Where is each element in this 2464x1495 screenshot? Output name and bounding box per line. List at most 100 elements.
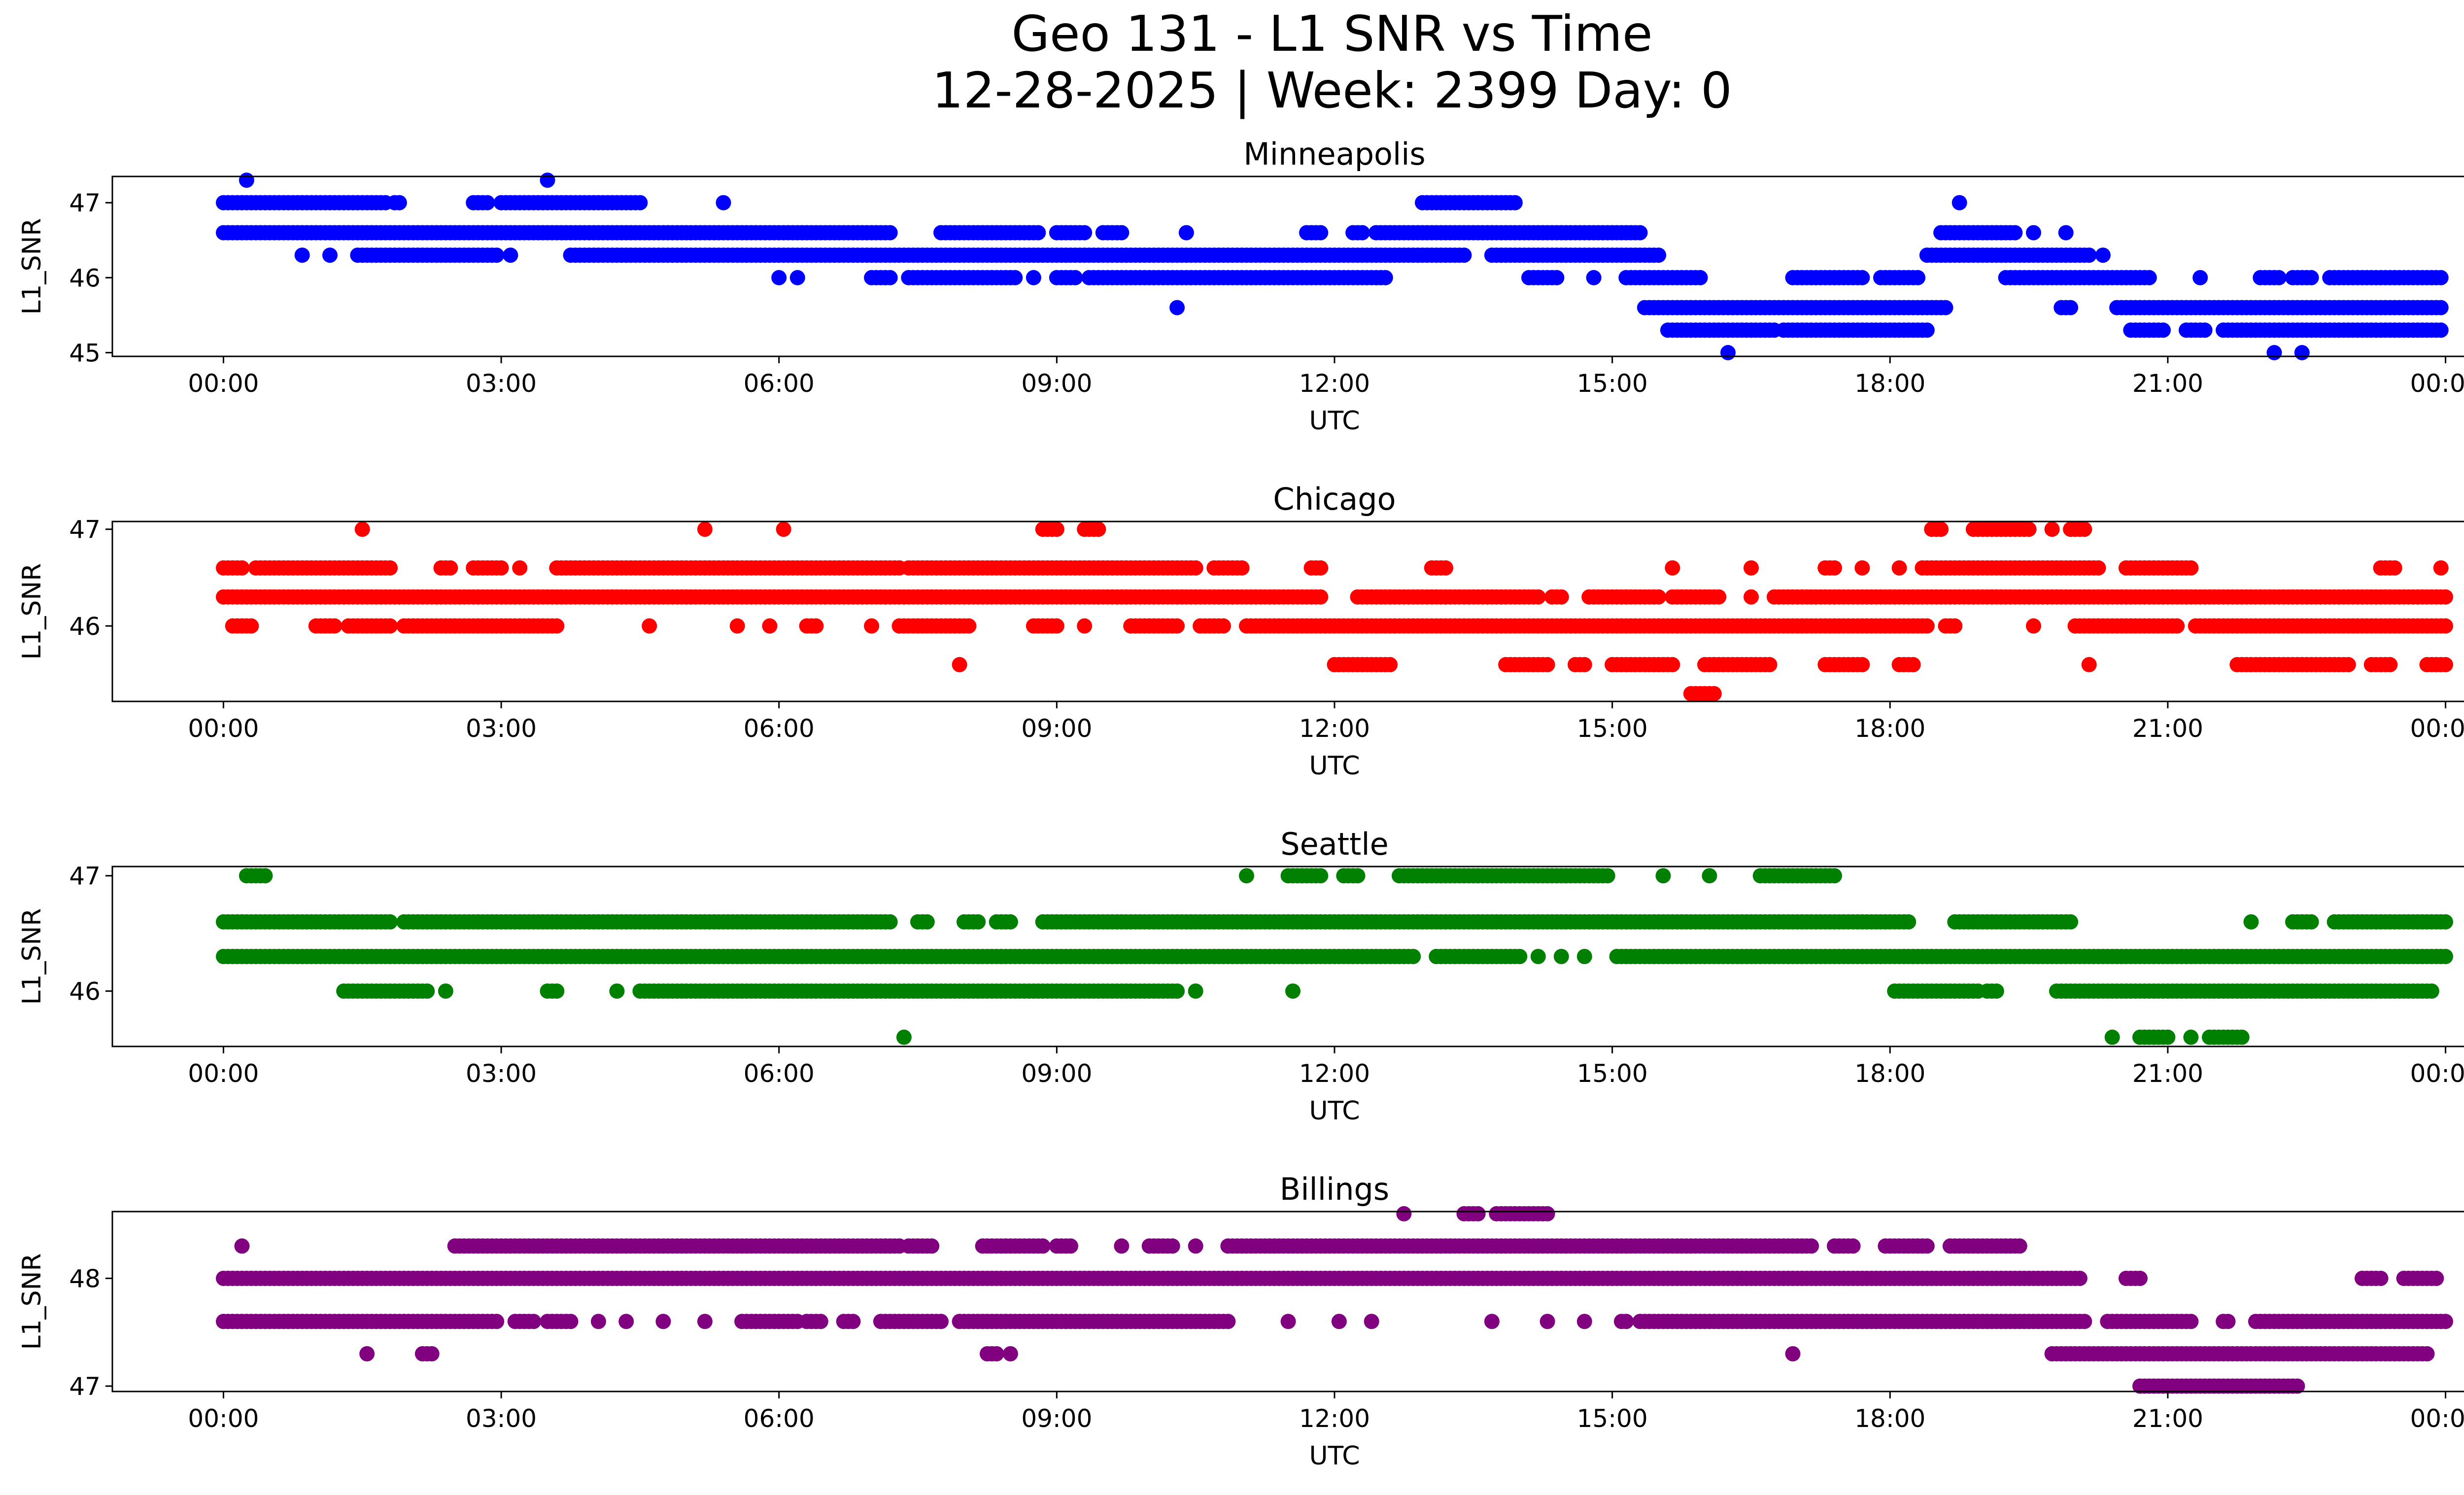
data-point (2303, 914, 2319, 930)
x-tick-label: 12:00 (1299, 714, 1370, 743)
y-tick-label: 46 (69, 612, 101, 641)
x-tick-label: 06:00 (744, 1059, 815, 1088)
data-point (526, 1314, 542, 1329)
data-point (1706, 686, 1722, 701)
y-tick-label: 47 (69, 1372, 101, 1401)
data-point (540, 173, 555, 188)
data-point (776, 522, 791, 537)
data-point (1456, 247, 1472, 263)
data-point (864, 618, 880, 634)
data-point (322, 247, 338, 263)
data-point (2294, 345, 2310, 360)
data-point (257, 868, 273, 884)
data-point (2243, 914, 2259, 930)
data-point (438, 983, 453, 999)
data-point (391, 195, 407, 210)
data-point (2438, 914, 2453, 930)
data-point (1854, 270, 1870, 285)
data-point (2373, 1271, 2389, 1286)
data-point (1313, 225, 1329, 241)
data-point (2433, 300, 2449, 315)
data-point (1553, 949, 1569, 964)
data-point (2438, 1314, 2453, 1329)
x-tick-label: 12:00 (1299, 1404, 1370, 1433)
data-point (1665, 560, 1680, 576)
data-point (489, 1314, 505, 1329)
data-point (1405, 949, 1421, 964)
y-axis-label: L1_SNR (17, 1253, 47, 1350)
data-point (2077, 1314, 2092, 1329)
data-point (1350, 868, 1366, 884)
y-tick-label: 46 (69, 977, 101, 1006)
y-tick-label: 47 (69, 862, 101, 891)
data-point (2132, 1271, 2148, 1286)
x-tick-label: 18:00 (1854, 714, 1925, 743)
data-point (2058, 225, 2074, 241)
x-tick-label: 15:00 (1577, 1059, 1648, 1088)
x-tick-label: 00:00 (188, 1059, 259, 1088)
data-point (1285, 983, 1300, 999)
y-tick-label: 48 (69, 1265, 101, 1293)
x-tick-label: 00:00 (188, 369, 259, 398)
x-tick-label: 18:00 (1854, 1059, 1925, 1088)
data-point (243, 618, 259, 634)
data-point (354, 522, 370, 537)
data-point (1947, 618, 1963, 634)
data-point (2160, 1029, 2176, 1045)
data-point (882, 225, 898, 241)
data-point (845, 1314, 861, 1329)
data-point (1665, 657, 1680, 672)
data-point (2012, 1238, 2027, 1254)
data-point (512, 560, 528, 576)
x-axis-label: UTC (1309, 406, 1360, 436)
data-point (1216, 618, 1231, 634)
data-point (1188, 560, 1203, 576)
data-point (2090, 560, 2106, 576)
data-point (655, 1314, 671, 1329)
data-point (2419, 1346, 2435, 1361)
x-tick-label: 00:00 (2410, 1404, 2464, 1433)
data-point (1651, 247, 1667, 263)
data-point (789, 270, 805, 285)
data-point (2077, 522, 2092, 537)
data-series (216, 173, 2449, 360)
data-point (1600, 868, 1615, 884)
data-point (1988, 983, 2004, 999)
data-point (1002, 1346, 1018, 1361)
data-point (2026, 225, 2041, 241)
data-point (697, 1314, 713, 1329)
data-point (1827, 560, 1842, 576)
data-point (1804, 1238, 1819, 1254)
data-point (2141, 270, 2157, 285)
data-point (2192, 270, 2208, 285)
x-tick-label: 21:00 (2132, 1404, 2203, 1433)
data-point (1049, 522, 1064, 537)
data-point (2340, 657, 2356, 672)
data-point (1530, 589, 1546, 605)
data-point (1845, 1238, 1861, 1254)
data-point (234, 560, 250, 576)
data-point (1905, 657, 1921, 672)
data-point (989, 1346, 1004, 1361)
data-point (1919, 1238, 1935, 1254)
x-tick-label: 09:00 (1021, 1404, 1092, 1433)
data-point (1891, 560, 1907, 576)
x-tick-label: 15:00 (1577, 714, 1648, 743)
data-point (1938, 300, 1953, 315)
data-point (1169, 618, 1185, 634)
data-point (2169, 618, 2185, 634)
data-point (2026, 618, 2041, 634)
data-point (1438, 560, 1453, 576)
data-point (479, 195, 495, 210)
data-point (1313, 589, 1329, 605)
data-point (1049, 618, 1064, 634)
data-point (2095, 247, 2111, 263)
x-tick-label: 12:00 (1299, 1059, 1370, 1088)
data-point (933, 1314, 949, 1329)
data-point (1702, 868, 1717, 884)
data-point (1377, 270, 1393, 285)
x-tick-label: 00:00 (2410, 369, 2464, 398)
x-tick-label: 21:00 (2132, 369, 2203, 398)
